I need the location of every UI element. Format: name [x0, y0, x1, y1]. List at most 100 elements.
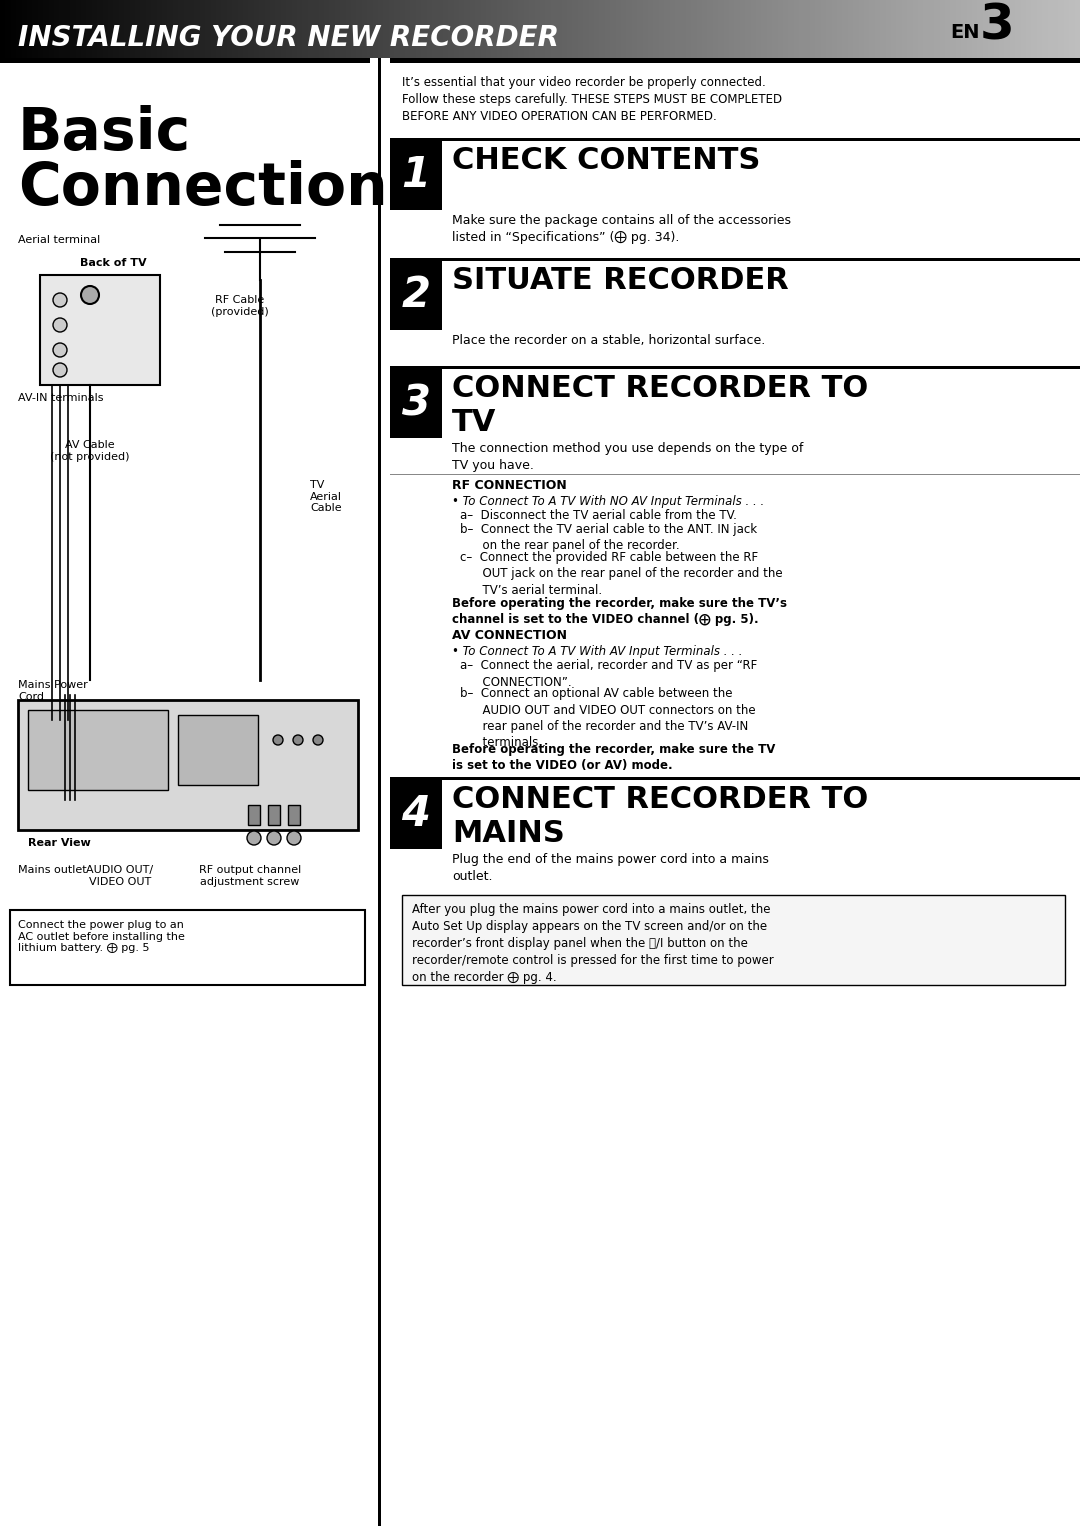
Bar	[130, 0, 136, 58]
Text: 1: 1	[402, 154, 431, 195]
Bar	[896, 0, 903, 58]
Bar	[0, 0, 6, 58]
Bar	[497, 0, 503, 58]
Bar	[194, 0, 201, 58]
Bar	[162, 0, 168, 58]
Bar	[794, 0, 800, 58]
Bar	[545, 0, 552, 58]
Bar	[443, 0, 449, 58]
Bar	[1037, 0, 1043, 58]
Bar	[356, 0, 363, 58]
Circle shape	[53, 317, 67, 333]
Bar	[38, 0, 44, 58]
Text: c–  Connect the provided RF cable between the RF
      OUT jack on the rear pane: c– Connect the provided RF cable between…	[460, 551, 783, 597]
Bar	[1048, 0, 1054, 58]
Bar	[837, 0, 843, 58]
Bar	[864, 0, 870, 58]
Bar	[961, 0, 968, 58]
Bar	[135, 0, 141, 58]
Bar	[270, 0, 276, 58]
Bar	[157, 0, 163, 58]
Bar	[832, 0, 838, 58]
Bar	[707, 0, 714, 58]
Text: a–  Disconnect the TV aerial cable from the TV.: a– Disconnect the TV aerial cable from t…	[460, 510, 737, 522]
Text: SITUATE RECORDER: SITUATE RECORDER	[453, 266, 788, 295]
Bar	[464, 0, 471, 58]
Bar	[907, 0, 914, 58]
Bar	[390, 777, 1080, 780]
Text: EN: EN	[950, 23, 980, 41]
Bar	[178, 0, 185, 58]
Bar	[691, 0, 698, 58]
Bar	[869, 0, 876, 58]
Bar	[621, 0, 627, 58]
Bar	[783, 0, 789, 58]
Text: Mains Power
Cord: Mains Power Cord	[18, 681, 87, 702]
Bar	[346, 0, 352, 58]
Circle shape	[81, 285, 99, 304]
Bar	[551, 0, 557, 58]
Circle shape	[273, 736, 283, 745]
Bar	[151, 0, 158, 58]
Bar	[1053, 0, 1059, 58]
Bar	[729, 0, 735, 58]
Bar	[390, 58, 1080, 63]
Bar	[724, 0, 730, 58]
Bar	[940, 0, 946, 58]
Text: AV Cable
(not provided): AV Cable (not provided)	[51, 439, 130, 461]
Text: CONNECT RECORDER TO
MAINS: CONNECT RECORDER TO MAINS	[453, 784, 868, 847]
Bar	[923, 0, 930, 58]
Bar	[686, 0, 692, 58]
Bar	[805, 0, 811, 58]
Bar	[880, 0, 887, 58]
Bar	[648, 0, 654, 58]
Bar	[902, 0, 908, 58]
Bar	[18, 700, 357, 830]
Bar	[1015, 0, 1022, 58]
Bar	[146, 0, 152, 58]
Text: The connection method you use depends on the type of
TV you have.: The connection method you use depends on…	[453, 443, 804, 472]
Circle shape	[267, 832, 281, 845]
Circle shape	[313, 736, 323, 745]
Text: Make sure the package contains all of the accessories
listed in “Specifications”: Make sure the package contains all of th…	[453, 214, 791, 244]
Bar	[97, 0, 104, 58]
Bar	[86, 0, 93, 58]
Bar	[562, 0, 568, 58]
Text: CONNECT RECORDER TO
TV: CONNECT RECORDER TO TV	[453, 374, 868, 436]
Bar	[1069, 0, 1076, 58]
Bar	[761, 0, 768, 58]
Bar	[40, 275, 160, 385]
Circle shape	[53, 343, 67, 357]
Text: a–  Connect the aerial, recorder and TV as per “RF
      CONNECTION”.: a– Connect the aerial, recorder and TV a…	[460, 659, 757, 688]
Bar	[891, 0, 897, 58]
Bar	[702, 0, 708, 58]
Bar	[1010, 0, 1016, 58]
Bar	[390, 368, 442, 438]
Bar	[427, 0, 433, 58]
Bar	[605, 0, 611, 58]
Bar	[268, 806, 280, 826]
Text: Basic: Basic	[18, 105, 191, 162]
Bar	[999, 0, 1005, 58]
Bar	[583, 0, 590, 58]
Bar	[5, 0, 12, 58]
Bar	[540, 0, 546, 58]
Bar	[799, 0, 806, 58]
Text: b–  Connect the TV aerial cable to the ANT. IN jack
      on the rear panel of t: b– Connect the TV aerial cable to the AN…	[460, 523, 757, 552]
Bar	[950, 0, 957, 58]
Bar	[200, 0, 206, 58]
Bar	[324, 0, 330, 58]
Bar	[459, 0, 465, 58]
Bar	[319, 0, 325, 58]
Text: Before operating the recorder, make sure the TV’s
channel is set to the VIDEO ch: Before operating the recorder, make sure…	[453, 597, 787, 627]
Bar	[221, 0, 228, 58]
Bar	[59, 0, 66, 58]
Text: RF Cable
(provided): RF Cable (provided)	[211, 295, 269, 316]
Bar	[390, 259, 442, 330]
Bar	[340, 0, 347, 58]
Bar	[329, 0, 336, 58]
Bar	[373, 0, 379, 58]
Bar	[205, 0, 212, 58]
Bar	[259, 0, 266, 58]
Text: AV-IN terminals: AV-IN terminals	[18, 394, 104, 403]
